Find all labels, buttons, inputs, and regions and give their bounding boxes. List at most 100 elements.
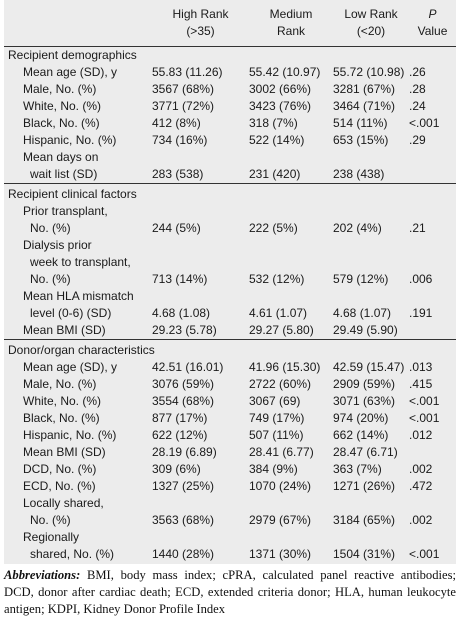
row-label: wait list (SD) <box>30 167 98 181</box>
cell-p: .191 <box>409 306 433 320</box>
cell-high: 412 (8%) <box>152 116 201 130</box>
cell-low: 238 (438) <box>333 167 385 181</box>
cell-p: <.001 <box>409 411 440 425</box>
cell-p: .472 <box>409 479 433 493</box>
header-high-line2: (>35) <box>186 24 215 38</box>
cell-low <box>333 237 409 254</box>
footnote-label: Abbreviations: <box>4 568 81 582</box>
section-title: Recipient clinical factors <box>4 183 456 203</box>
cell-medium: 318 (7%) <box>249 116 298 130</box>
cell-high: 734 (16%) <box>152 133 208 147</box>
cell-low: 28.47 (6.71) <box>333 445 398 459</box>
row-label: Mean BMI (SD) <box>23 445 106 459</box>
table-row: Mean HLA mismatch <box>4 288 456 305</box>
row-label: DCD, No. (%) <box>23 462 97 476</box>
cell-medium: 55.42 (10.97) <box>249 65 321 79</box>
cell-high: 309 (6%) <box>152 462 201 476</box>
row-label: Mean days on <box>23 150 99 164</box>
row-label: Mean age (SD), y <box>23 65 118 79</box>
cell-high <box>152 203 249 220</box>
cell-medium <box>249 254 333 271</box>
cell-low <box>333 495 409 512</box>
cell-low <box>333 254 409 271</box>
comparison-table: High Rank (>35) Medium Rank Low Rank (<2… <box>4 0 456 563</box>
table-row: wait list (SD) 283 (538) 231 (420) 238 (438… <box>4 166 456 184</box>
table-row: Locally shared, <box>4 495 456 512</box>
abbreviations-footnote: Abbreviations: BMI, body mass index; cPR… <box>4 567 456 618</box>
cell-high: 877 (17%) <box>152 411 208 425</box>
cell-p: .006 <box>409 272 433 286</box>
table-row: Male, No. (%) 3076 (59%) 2722 (60%) 2909 (5… <box>4 376 456 393</box>
cell-medium <box>249 203 333 220</box>
cell-low: 202 (4%) <box>333 221 382 235</box>
cell-high: 42.51 (16.01) <box>152 360 224 374</box>
row-label: Black, No. (%) <box>23 116 100 130</box>
cell-p: .24 <box>409 99 426 113</box>
cell-low <box>333 203 409 220</box>
cell-high: 3076 (59%) <box>152 377 215 391</box>
table-row: Prior transplant, <box>4 203 456 220</box>
cell-high <box>152 254 249 271</box>
cell-medium <box>249 288 333 305</box>
header-medium-line2: Rank <box>276 24 305 38</box>
table-row: Mean BMI (SD) 29.23 (5.78) 29.27 (5.80) 29.… <box>4 322 456 340</box>
cell-high <box>152 149 249 166</box>
header-p-value: P Value <box>409 0 456 47</box>
cell-high: 1327 (25%) <box>152 479 215 493</box>
cell-low: 974 (20%) <box>333 411 389 425</box>
cell-p: .21 <box>409 221 426 235</box>
cell-low: 55.72 (10.98) <box>333 65 405 79</box>
header-low-rank: Low Rank (<20) <box>333 0 409 47</box>
cell-p <box>409 166 456 184</box>
table-row: shared, No. (%) 1440 (28%) 1371 (30%) 1504 … <box>4 546 456 563</box>
cell-low: 653 (15%) <box>333 133 389 147</box>
cell-medium: 2979 (67%) <box>249 513 312 527</box>
table-row: Mean age (SD), y 42.51 (16.01) 41.96 (15.3… <box>4 359 456 376</box>
row-label: Male, No. (%) <box>23 377 97 391</box>
cell-medium: 3067 (69) <box>249 394 301 408</box>
cell-low <box>333 529 409 546</box>
cell-p <box>409 203 456 220</box>
header-p-line1: P <box>428 7 437 21</box>
cell-medium: 532 (12%) <box>249 272 305 286</box>
header-p-line2: Value <box>417 24 448 38</box>
cell-high: 3567 (68%) <box>152 82 215 96</box>
header-medium-rank: Medium Rank <box>249 0 333 47</box>
cell-low: 2909 (59%) <box>333 377 396 391</box>
table-row: Dialysis prior <box>4 237 456 254</box>
section-header-row: Recipient clinical factors <box>4 183 456 203</box>
cell-low: 3184 (65%) <box>333 513 396 527</box>
cell-p: .002 <box>409 513 433 527</box>
row-label: No. (%) <box>30 513 71 527</box>
table-row: Mean days on <box>4 149 456 166</box>
cell-medium: 29.27 (5.80) <box>249 323 314 337</box>
table-row: Regionally <box>4 529 456 546</box>
cell-high: 283 (538) <box>152 167 204 181</box>
cell-p: .28 <box>409 82 426 96</box>
cell-high <box>152 288 249 305</box>
table-row: No. (%) 3563 (68%) 2979 (67%) 3184 (65%) .00… <box>4 512 456 529</box>
table-row: Hispanic, No. (%) 734 (16%) 522 (14%) 653 (… <box>4 132 456 149</box>
cell-p <box>409 237 456 254</box>
cell-medium: 3423 (76%) <box>249 99 312 113</box>
row-label: White, No. (%) <box>23 394 102 408</box>
table-row: ECD, No. (%) 1327 (25%) 1070 (24%) 1271 (26… <box>4 478 456 495</box>
cell-low: 1271 (26%) <box>333 479 396 493</box>
cell-high: 1440 (28%) <box>152 547 215 561</box>
row-label: Male, No. (%) <box>23 82 97 96</box>
cell-medium <box>249 149 333 166</box>
cell-low: 3281 (67%) <box>333 82 396 96</box>
table-row: Mean age (SD), y 55.83 (11.26) 55.42 (10.9… <box>4 64 456 81</box>
cell-low: 514 (11%) <box>333 116 388 130</box>
row-label: Mean BMI (SD) <box>23 323 106 337</box>
cell-low: 363 (7%) <box>333 462 382 476</box>
row-label: Mean age (SD), y <box>23 360 118 374</box>
cell-high: 713 (14%) <box>152 272 208 286</box>
table-row: White, No. (%) 3771 (72%) 3423 (76%) 3464 (… <box>4 98 456 115</box>
cell-high: 55.83 (11.26) <box>152 65 223 79</box>
cell-medium: 749 (17%) <box>249 411 305 425</box>
cell-medium <box>249 495 333 512</box>
cell-low: 4.68 (1.07) <box>333 306 392 320</box>
cell-p: .29 <box>409 133 426 147</box>
